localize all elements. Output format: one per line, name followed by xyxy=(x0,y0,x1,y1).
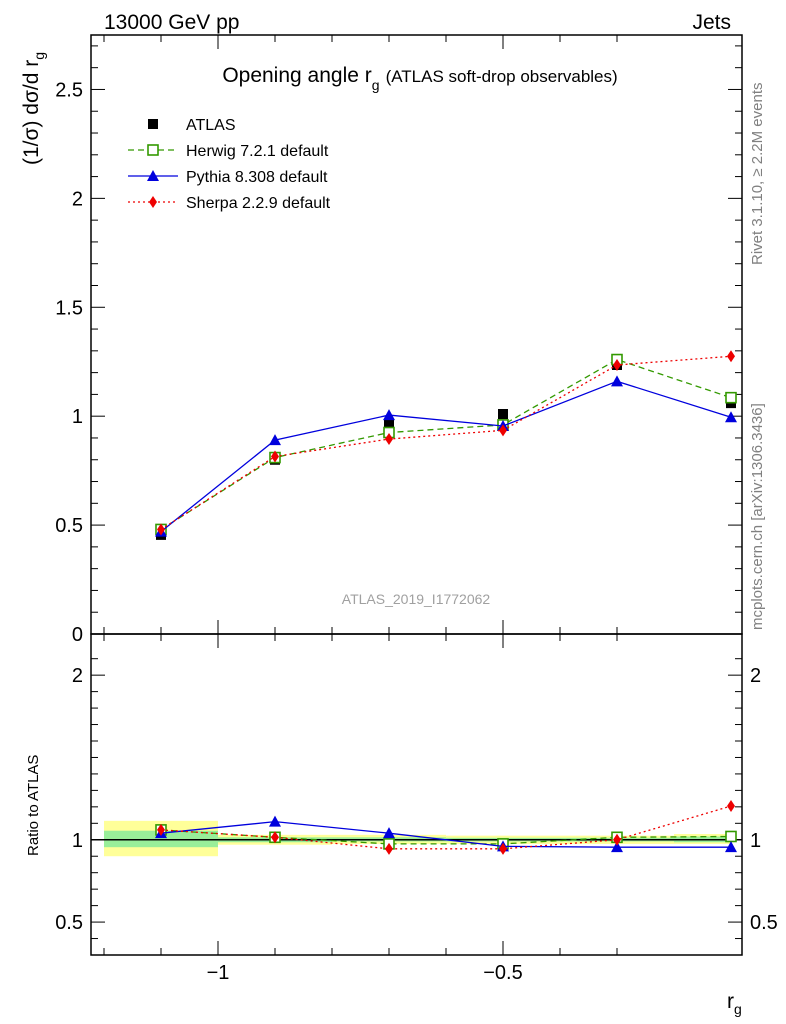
ratio-series-point xyxy=(611,841,623,853)
ratio-series-point xyxy=(725,830,737,843)
main-title-sub: g xyxy=(372,77,380,93)
ratio-y-tick-label: 1 xyxy=(72,830,83,852)
legend: ATLAS Herwig 7.2.1 default Pythia 8.308 de… xyxy=(128,117,331,212)
main-y-tick-label: 2 xyxy=(72,188,83,210)
x-tick-label: −1 xyxy=(207,962,230,984)
ratio-series-line xyxy=(160,805,732,850)
series-3 xyxy=(157,350,735,536)
series-point xyxy=(725,391,737,404)
main-y-tick-label: 0 xyxy=(72,624,83,646)
ratio-y-tick-label-right: 2 xyxy=(750,665,761,687)
series-point xyxy=(725,411,737,423)
legend-marker xyxy=(147,144,159,156)
ratio-series-point xyxy=(613,833,621,846)
series-line xyxy=(160,355,732,530)
main-y-tick-label: 1.5 xyxy=(55,297,83,319)
x-axis-label-text: r xyxy=(727,990,734,1013)
series-point xyxy=(499,424,507,437)
series-point xyxy=(157,523,165,536)
legend-label: Pythia 8.308 default xyxy=(186,169,328,186)
ratio-series-3 xyxy=(157,800,735,855)
legend-marker xyxy=(149,196,157,208)
main-title-text: Opening angle r xyxy=(222,64,371,87)
ratio-series-2 xyxy=(155,815,737,853)
ratio-series-point xyxy=(725,841,737,853)
main-y-tick-label: 0.5 xyxy=(55,515,83,537)
legend-label: Sherpa 2.2.9 default xyxy=(186,195,331,212)
main-y-label-text: (1/σ) dσ/d r xyxy=(20,60,43,165)
ratio-series-point xyxy=(157,823,165,836)
legend-label: Herwig 7.2.1 default xyxy=(186,143,329,160)
series-line xyxy=(160,380,732,533)
series-point xyxy=(269,434,281,446)
header-left: 13000 GeV pp xyxy=(104,11,239,34)
main-y-label: (1/σ) dσ/d rg xyxy=(20,52,47,165)
legend-marker xyxy=(147,170,159,181)
main-title-note: (ATLAS soft-drop observables) xyxy=(386,67,618,86)
x-axis-label: rg xyxy=(727,990,742,1017)
main-panel: Opening angle rg (ATLAS soft-drop observa… xyxy=(20,34,743,646)
main-y-tick-label: 1 xyxy=(72,406,83,428)
series-point xyxy=(727,350,735,363)
series-2 xyxy=(155,375,737,537)
series-point xyxy=(383,409,395,421)
series-point xyxy=(611,375,623,387)
legend-marker xyxy=(148,119,158,129)
main-y-label-sub: g xyxy=(31,52,47,60)
ratio-panel: 0.5 0.5 1 1 2 2 −1 −0.5 Ratio to ATLAS rg xyxy=(25,633,778,1017)
data-point xyxy=(498,409,508,420)
rivet-label: Rivet 3.1.10, ≥ 2.2M events xyxy=(749,83,766,266)
ratio-series-point xyxy=(271,831,279,844)
mcplots-label: mcplots.cern.ch [arXiv:1306.3436] xyxy=(749,403,766,630)
main-title: Opening angle rg (ATLAS soft-drop observa… xyxy=(222,64,617,93)
legend-label: ATLAS xyxy=(186,117,236,134)
watermark: ATLAS_2019_I1772062 xyxy=(342,591,491,607)
x-axis-label-sub: g xyxy=(734,1001,742,1017)
uncertainty-band-green xyxy=(104,830,218,848)
ratio-series-point xyxy=(385,842,393,855)
ratio-y-tick-label: 0.5 xyxy=(55,912,83,934)
ratio-y-tick-label-right: 1 xyxy=(750,830,761,852)
ratio-series-point xyxy=(383,827,395,839)
ratio-y-tick-label-right: 0.5 xyxy=(750,912,778,934)
series-point xyxy=(271,450,279,463)
ratio-series-point xyxy=(727,800,735,813)
series-point xyxy=(613,358,621,371)
header-right: Jets xyxy=(692,11,731,34)
data-series xyxy=(156,359,736,540)
ratio-y-label: Ratio to ATLAS xyxy=(25,755,42,856)
ratio-y-tick-label: 2 xyxy=(72,665,83,687)
ratio-series-point xyxy=(499,842,507,855)
ratio-series-line xyxy=(160,821,731,848)
ratio-series-point xyxy=(269,815,281,827)
series-point xyxy=(385,433,393,446)
main-y-tick-label: 2.5 xyxy=(55,79,83,101)
series-line xyxy=(160,358,732,530)
data-point xyxy=(384,418,394,429)
x-tick-label: −0.5 xyxy=(483,962,522,984)
ratio-frame xyxy=(90,633,743,956)
series-1 xyxy=(155,353,737,536)
